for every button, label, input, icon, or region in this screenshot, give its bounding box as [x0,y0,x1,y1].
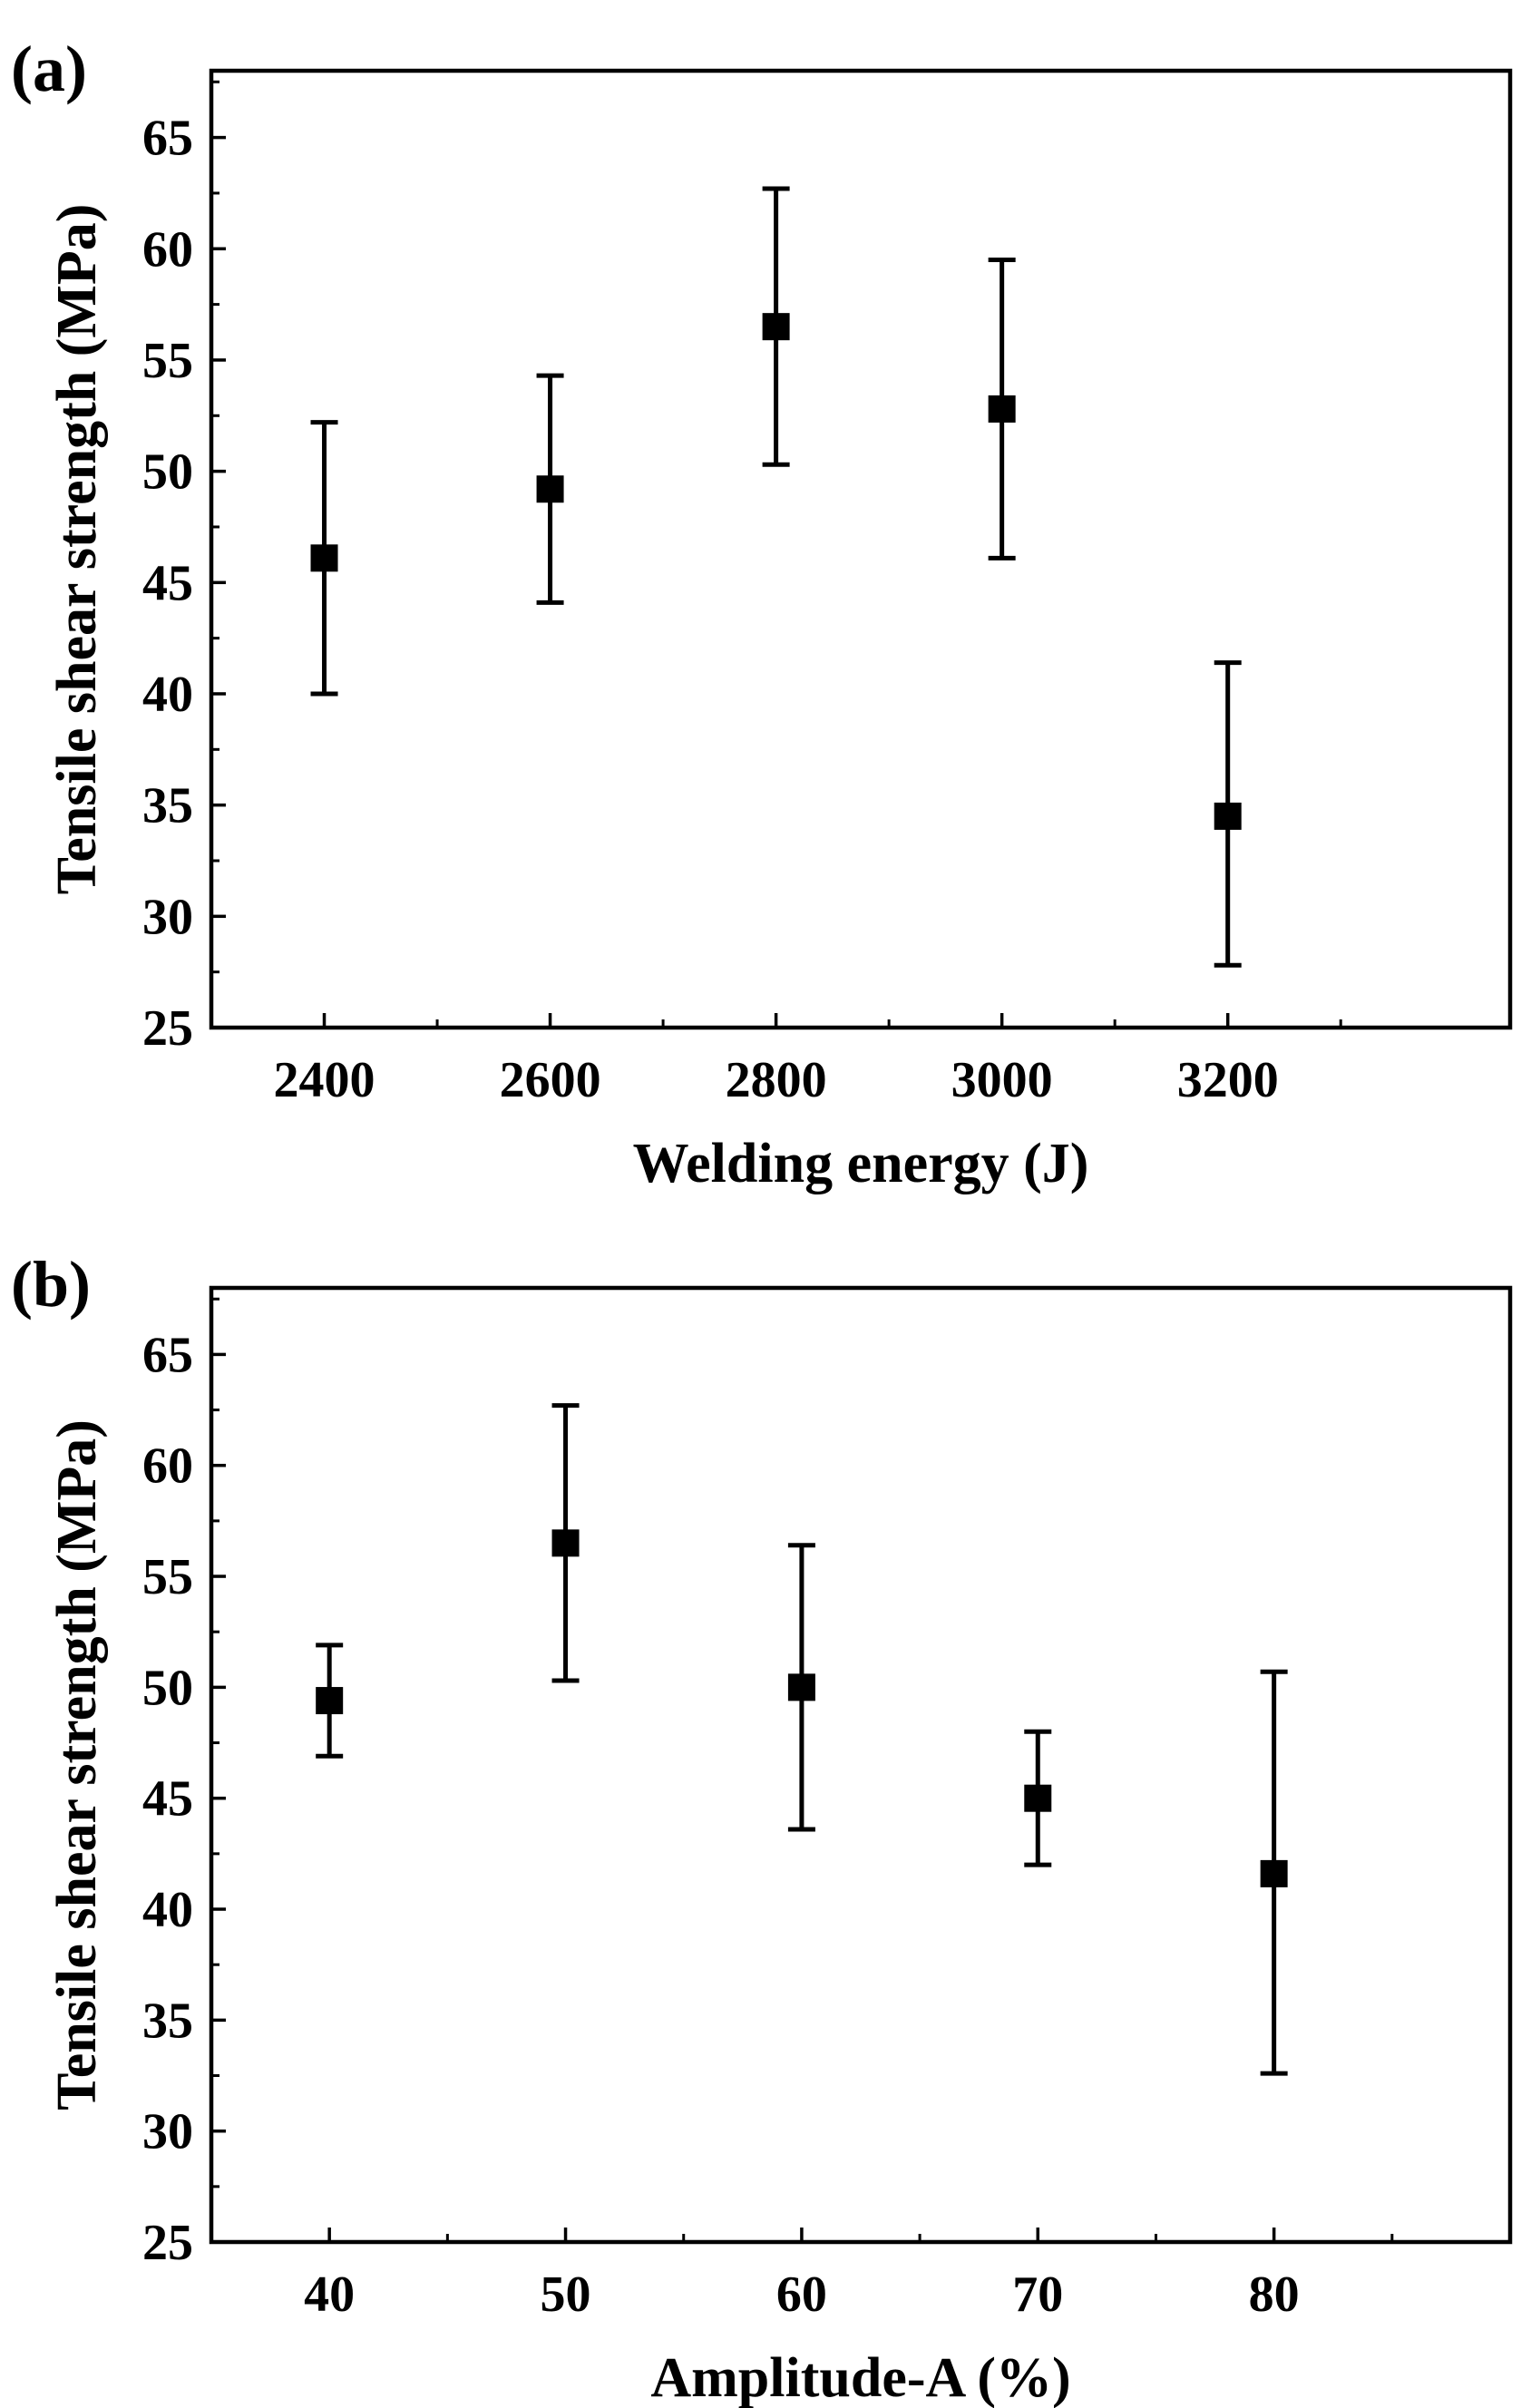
data-point [762,313,790,341]
panel-label: (b) [11,1248,91,1321]
x-tick-label: 50 [541,2267,591,2323]
y-tick-label: 45 [142,555,193,611]
y-tick-label: 65 [142,1327,193,1383]
y-tick-label: 50 [142,444,193,501]
y-tick-label: 40 [142,667,193,723]
x-tick-label: 3000 [951,1052,1053,1108]
data-point [1214,802,1242,830]
x-tick-label: 80 [1249,2267,1300,2323]
chart-panel-b: (b) 25 30 35 40 45 50 55 60 65 40 50 60 70 80 Amplitude… [11,1248,1513,2408]
data-point [310,544,338,572]
y-tick-label: 55 [142,1549,193,1605]
data-point [787,1673,815,1701]
y-tick-label: 65 [142,111,193,167]
plot-frame [209,1285,1513,2245]
plot-frame [209,68,1513,1030]
y-tick-label: 25 [142,1000,193,1057]
y-axis-title: Tensile shear strength (MPa) [46,1419,108,2111]
y-tick-label: 60 [142,221,193,278]
y-tick-label: 35 [142,778,193,834]
data-point [1024,1784,1052,1812]
data-point [316,1687,344,1715]
y-tick-label: 30 [142,2104,193,2160]
y-axis-title: Tensile shear strength (MPa) [46,204,108,895]
data-point [1260,1859,1288,1887]
data-point [988,395,1016,423]
x-tick-label: 60 [776,2267,827,2323]
x-tick-label: 2800 [726,1052,827,1108]
y-tick-label: 45 [142,1771,193,1828]
y-tick-label: 25 [142,2215,193,2271]
x-tick-label: 2400 [274,1052,375,1108]
y-tick-label: 40 [142,1882,193,1938]
y-tick-label: 35 [142,1993,193,2049]
y-tick-label: 50 [142,1660,193,1716]
chart-panel-a: (a) 25 30 35 40 45 50 55 60 65 2400 2600 2800 3000 320… [11,33,1513,1194]
x-tick-label: 70 [1012,2267,1063,2323]
x-axis-title: Welding energy (J) [633,1133,1089,1194]
x-axis-title: Amplitude-A (%) [650,2347,1070,2408]
x-tick-label: 2600 [500,1052,601,1108]
y-tick-label: 60 [142,1438,193,1495]
data-point [536,475,564,503]
panel-label: (a) [11,33,87,105]
y-tick-label: 30 [142,889,193,945]
x-tick-label: 3200 [1177,1052,1279,1108]
y-tick-label: 55 [142,333,193,389]
x-tick-label: 40 [304,2267,355,2323]
data-point [551,1529,580,1557]
